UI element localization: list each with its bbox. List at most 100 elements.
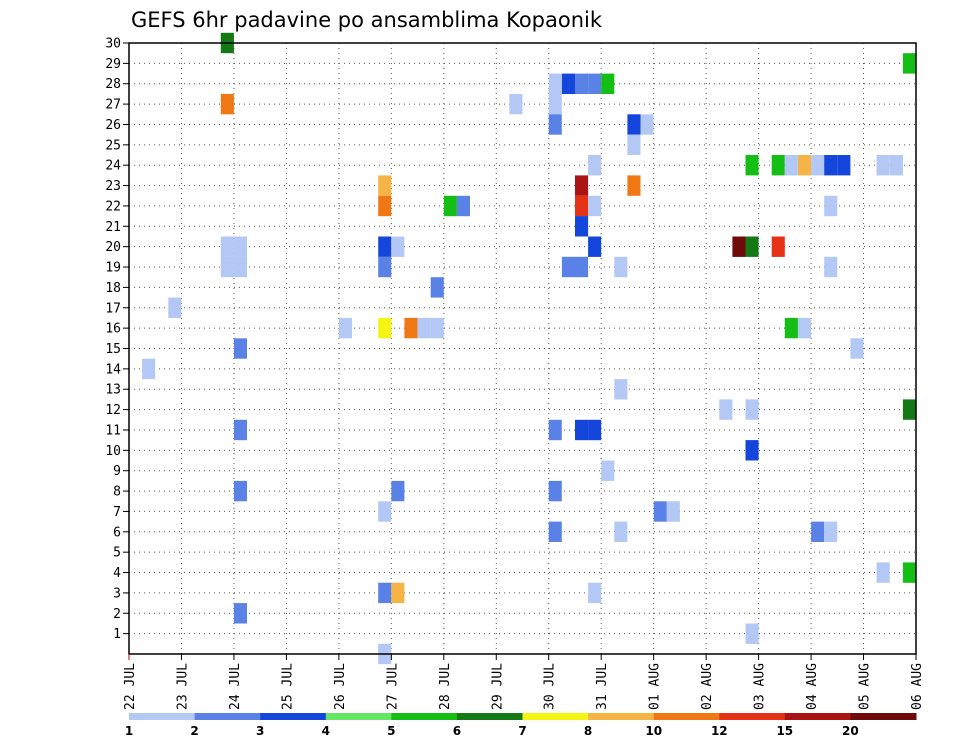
data-cell: [745, 236, 759, 257]
x-axis-ticks: 22 JUL 23 JUL 24 JUL 25 JUL 26 JUL 27 JUL 28 J…: [123, 654, 925, 710]
colorbar-swatch: [194, 713, 261, 720]
data-cell: [588, 155, 602, 176]
y-tick-label: 27: [105, 98, 121, 113]
y-tick-label: 17: [105, 301, 121, 316]
y-tick-label: 16: [105, 322, 121, 337]
data-cell: [378, 236, 392, 257]
data-cell: [575, 73, 589, 94]
data-cell: [811, 521, 825, 542]
colorbar-label: 12: [711, 724, 728, 738]
data-cell: [548, 93, 562, 115]
y-axis-ticks: 1234567891011121314151617181920212223242…: [105, 37, 129, 642]
data-cell: [614, 379, 628, 400]
data-cell: [627, 134, 641, 155]
data-cell: [456, 195, 470, 217]
data-cell: [824, 155, 838, 176]
colorbar-swatch: [588, 713, 655, 720]
y-tick-label: 10: [105, 444, 121, 459]
x-tick-label: 26 JUL: [333, 663, 348, 710]
y-tick-label: 24: [105, 159, 121, 174]
data-cell: [745, 440, 759, 461]
data-cell: [588, 73, 602, 94]
data-cell: [561, 256, 575, 278]
y-tick-label: 4: [113, 566, 121, 581]
data-cell: [417, 317, 431, 339]
chart-title: GEFS 6hr padavine po ansamblima Kopaonik: [131, 8, 603, 32]
data-cells: [142, 32, 916, 665]
data-cell: [666, 501, 680, 522]
data-cell: [561, 73, 575, 94]
data-cell: [745, 399, 759, 420]
colorbar-label: 20: [842, 724, 859, 738]
colorbar-legend: 1 2 3 4 5 6 7 8 10 12 15 20: [125, 713, 917, 738]
y-tick-label: 6: [113, 525, 121, 540]
x-tick-label: 23 JUL: [175, 663, 190, 710]
grid-lines: [129, 42, 916, 654]
data-cell: [588, 195, 602, 217]
data-cell: [391, 582, 405, 604]
colorbar-label: 5: [387, 724, 395, 738]
y-tick-label: 5: [113, 546, 121, 561]
colorbar-label: 2: [190, 724, 198, 738]
data-cell: [653, 501, 667, 522]
data-cell: [588, 582, 602, 604]
data-cell: [902, 53, 916, 74]
y-tick-label: 30: [105, 37, 121, 52]
colorbar-swatch: [653, 713, 720, 720]
x-tick-label: 30 JUL: [543, 663, 558, 710]
colorbar-swatch: [522, 713, 589, 720]
data-cell: [784, 317, 798, 339]
x-tick-label: 31 JUL: [595, 663, 610, 710]
data-cell: [430, 317, 444, 339]
data-cell: [640, 114, 654, 135]
data-cell: [378, 195, 392, 217]
y-tick-label: 3: [113, 586, 121, 601]
data-cell: [719, 399, 733, 420]
data-cell: [233, 236, 247, 257]
data-cell: [876, 155, 890, 176]
data-cell: [824, 256, 838, 278]
data-cell: [443, 195, 457, 217]
y-tick-label: 2: [113, 607, 121, 622]
x-tick-label: 05 AUG: [858, 663, 873, 710]
plot-frame: [128, 42, 917, 655]
data-cell: [378, 317, 392, 339]
colorbar-label: 7: [518, 724, 526, 738]
y-tick-label: 7: [113, 505, 121, 520]
colorbar-swatch: [260, 713, 327, 720]
y-tick-label: 25: [105, 138, 121, 153]
y-tick-label: 14: [105, 362, 121, 377]
x-tick-label: 25 JUL: [280, 663, 295, 710]
x-tick-label: 02 AUG: [700, 663, 715, 710]
y-tick-label: 21: [105, 220, 121, 235]
x-tick-label: 24 JUL: [228, 663, 243, 710]
data-cell: [771, 155, 785, 176]
colorbar-label: 15: [776, 724, 793, 738]
data-cell: [233, 603, 247, 624]
data-cell: [391, 480, 405, 502]
data-cell: [509, 93, 523, 115]
data-cell: [889, 155, 903, 176]
y-tick-label: 12: [105, 403, 121, 418]
data-cell: [338, 317, 352, 339]
data-cell: [745, 155, 759, 176]
colorbar-label: 8: [584, 724, 592, 738]
data-cell: [627, 114, 641, 135]
data-cell: [220, 93, 234, 115]
data-cell: [548, 480, 562, 502]
x-tick-label: 22 JUL: [123, 663, 138, 710]
data-cell: [614, 256, 628, 278]
data-cell: [233, 338, 247, 359]
data-cell: [142, 358, 156, 380]
colorbar-label: 4: [322, 724, 330, 738]
data-cell: [220, 256, 234, 278]
colorbar-swatch: [850, 713, 917, 720]
y-tick-label: 11: [105, 423, 121, 438]
data-cell: [548, 114, 562, 135]
y-tick-label: 23: [105, 179, 121, 194]
data-cell: [404, 317, 418, 339]
x-tick-label: 28 JUL: [438, 663, 453, 710]
x-tick-label: 06 AUG: [910, 663, 925, 710]
y-tick-label: 1: [113, 627, 121, 642]
data-cell: [233, 256, 247, 278]
